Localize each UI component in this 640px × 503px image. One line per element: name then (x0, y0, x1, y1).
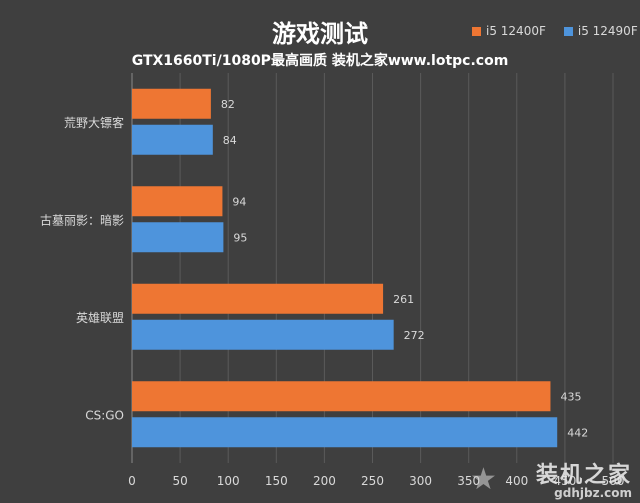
y-category-label: 古墓丽影：暗影 (40, 212, 124, 227)
x-tick-label: 450 (553, 474, 576, 488)
data-label: 82 (221, 98, 235, 111)
data-label: 261 (393, 293, 414, 306)
watermark: 装机之家 gdhjbz.com (535, 463, 632, 500)
x-tick-label: 500 (602, 474, 625, 488)
x-tick-label: 400 (505, 474, 528, 488)
chart-subtitle: GTX1660Ti/1080P最高画质 装机之家www.lotpc.com (131, 53, 509, 69)
legend: i5 12400F i5 12490F (472, 24, 638, 38)
bar-series-1 (132, 417, 558, 448)
legend-label-series-0: i5 12400F (486, 24, 546, 38)
data-label: 272 (404, 329, 425, 342)
legend-item-series-1: i5 12490F (563, 24, 638, 38)
y-category-label: 荒野大镖客 (64, 115, 124, 130)
bar-series-1 (132, 124, 213, 155)
data-label: 94 (232, 195, 246, 208)
x-tick-label: 100 (217, 474, 240, 488)
bar-series-0 (132, 381, 551, 412)
bar-series-0 (132, 283, 384, 314)
chart-title: 游戏测试 (272, 20, 368, 48)
x-tick-label: 200 (313, 474, 336, 488)
x-tick-label: 250 (361, 474, 384, 488)
legend-swatch-series-0 (472, 26, 481, 36)
watermark-url: gdhjbz.com (554, 486, 632, 500)
legend-swatch-series-1 (563, 26, 573, 36)
x-tick-label: 0 (128, 474, 136, 488)
bar-series-1 (132, 222, 224, 253)
bar-series-1 (132, 319, 394, 350)
x-tick-label: 150 (265, 474, 288, 488)
legend-item-series-0: i5 12400F (472, 24, 546, 38)
bar-series-0 (132, 88, 211, 119)
x-tick-label: 300 (409, 474, 432, 488)
data-label: 95 (233, 231, 247, 244)
x-tick-label: 50 (172, 474, 187, 488)
y-category-label: CS:GO (85, 408, 124, 422)
bar-series-0 (132, 186, 223, 217)
x-tick-label: 350 (457, 474, 480, 488)
y-category-label: 英雄联盟 (76, 310, 124, 325)
watermark-text: 装机之家 (535, 463, 632, 488)
data-label: 435 (560, 390, 581, 403)
data-label: 442 (567, 426, 588, 439)
data-label: 84 (223, 134, 237, 147)
legend-label-series-1: i5 12490F (577, 24, 638, 38)
watermark-star-icon: ★ (470, 462, 497, 497)
